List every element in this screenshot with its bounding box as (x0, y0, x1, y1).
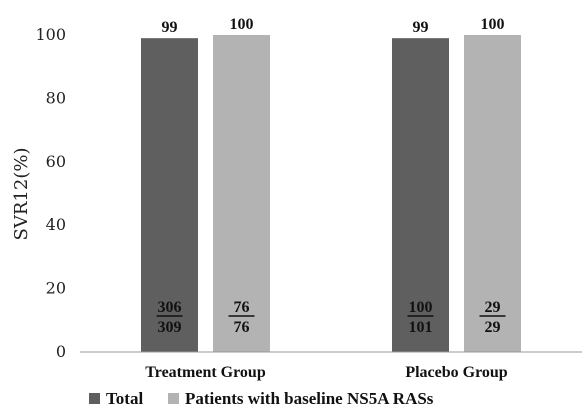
bar-value-label: 100 (481, 16, 505, 33)
y-tick-label: 60 (46, 152, 66, 171)
y-axis-label: SVR12(%) (11, 148, 32, 241)
bar-value-label: 99 (162, 19, 178, 36)
legend-label: Patients with baseline NS5A RASs (185, 389, 434, 408)
legend-label: Total (106, 389, 143, 408)
legend: Total Patients with baseline NS5A RASs (89, 389, 434, 408)
legend-swatch (168, 393, 179, 404)
x-category-label: Treatment Group (145, 364, 266, 381)
bar (464, 35, 521, 352)
y-tick-label: 20 (46, 279, 66, 298)
bar (141, 38, 198, 353)
y-tick-label: 100 (35, 25, 66, 44)
bar-value-label: 99 (413, 19, 429, 36)
fraction-numerator: 29 (485, 299, 501, 316)
bar-value-label: 100 (230, 16, 254, 33)
bar (392, 38, 449, 353)
fraction-denominator: 309 (158, 319, 182, 336)
fraction-numerator: 306 (158, 299, 182, 316)
y-tick-label: 40 (46, 215, 66, 234)
y-tick-label: 80 (46, 88, 66, 107)
y-tick-label: 0 (56, 342, 66, 361)
legend-swatch (89, 393, 100, 404)
fraction-denominator: 29 (485, 319, 501, 336)
bars: 99 306 309 100 76 76 99 100 101 100 29 29 (141, 16, 521, 353)
fraction-denominator: 76 (234, 319, 250, 336)
fraction-denominator: 101 (409, 319, 433, 336)
bar (213, 35, 270, 352)
x-axis-categories: Treatment Group Placebo Group (145, 364, 508, 381)
y-axis-ticks: 0 20 40 60 80 100 (35, 25, 66, 361)
fraction-numerator: 76 (234, 299, 250, 316)
fraction-numerator: 100 (409, 299, 433, 316)
x-category-label: Placebo Group (405, 364, 507, 381)
